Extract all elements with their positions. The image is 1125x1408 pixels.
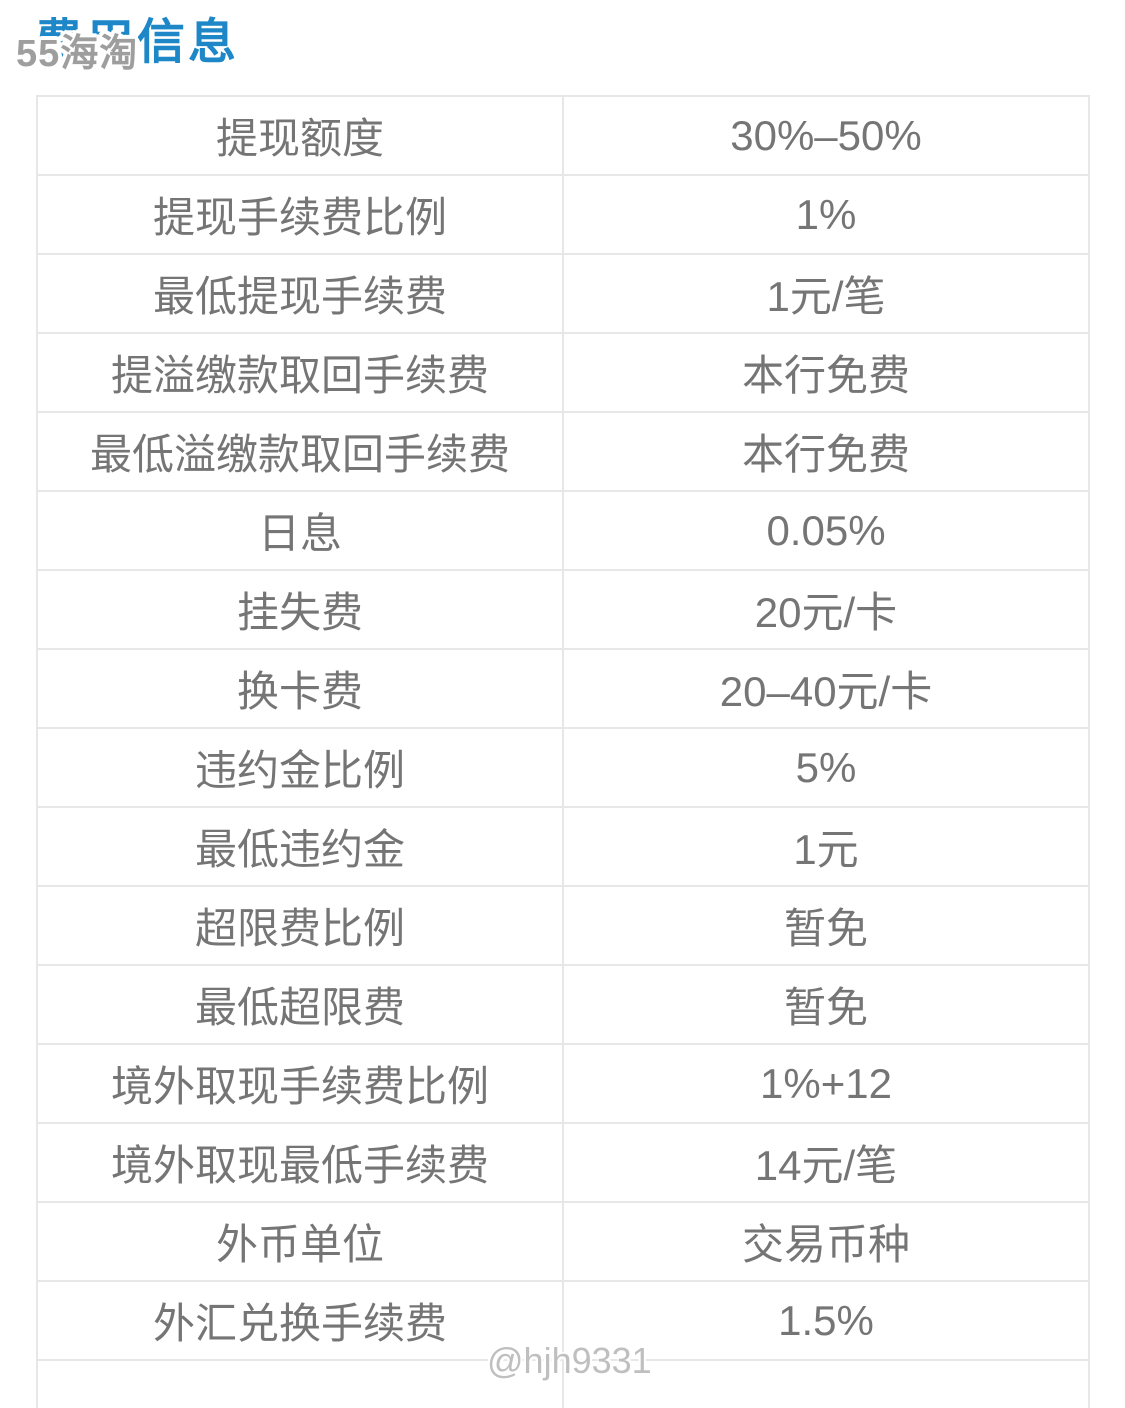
fee-table-row: 境外取现最低手续费 14元/笔 bbox=[36, 1122, 1090, 1203]
fee-label: 提溢缴款取回手续费 bbox=[36, 332, 564, 413]
fee-value: 20元/卡 bbox=[562, 569, 1090, 650]
fee-value: 1% bbox=[562, 174, 1090, 255]
fee-table-row: 违约金比例 5% bbox=[36, 727, 1090, 808]
fee-label: 日息 bbox=[36, 490, 564, 571]
fee-table-row: 最低溢缴款取回手续费 本行免费 bbox=[36, 411, 1090, 492]
fee-table-row: 提现额度 30%–50% bbox=[36, 95, 1090, 176]
fee-label: 提现额度 bbox=[36, 95, 564, 176]
fee-value: 5% bbox=[562, 727, 1090, 808]
fee-label: 提现手续费比例 bbox=[36, 174, 564, 255]
page-title: 费用信息 bbox=[35, 16, 240, 69]
watermark-55haitao: 55海淘 bbox=[16, 33, 139, 75]
fee-value: 20–40元/卡 bbox=[562, 648, 1090, 729]
fee-label: 外汇兑换手续费 bbox=[36, 1280, 564, 1361]
fee-table-row: 最低超限费 暂免 bbox=[36, 964, 1090, 1045]
fee-table-row: 超限费比例 暂免 bbox=[36, 885, 1090, 966]
fee-label: 最低溢缴款取回手续费 bbox=[36, 411, 564, 492]
fee-label: 境外取现手续费比例 bbox=[36, 1043, 564, 1124]
fee-table-row: 提现手续费比例 1% bbox=[36, 174, 1090, 255]
fee-label: 最低提现手续费 bbox=[36, 253, 564, 334]
fee-value: 1.5% bbox=[562, 1280, 1090, 1361]
fee-value: 0.05% bbox=[562, 490, 1090, 571]
watermark-hjh9331: @hjh9331 bbox=[487, 1340, 652, 1381]
fee-label: 外币单位 bbox=[36, 1201, 564, 1282]
fee-label: 最低违约金 bbox=[36, 806, 564, 887]
fee-label bbox=[36, 1359, 564, 1408]
fee-label: 挂失费 bbox=[36, 569, 564, 650]
fee-table-body: 提现额度 30%–50% 提现手续费比例 1% 最低提现手续费 1元/笔 提溢缴款取回手续费… bbox=[36, 95, 1090, 1408]
fee-table-row: 外币单位 交易币种 bbox=[36, 1201, 1090, 1282]
fee-label: 换卡费 bbox=[36, 648, 564, 729]
fee-value: 14元/笔 bbox=[562, 1122, 1090, 1203]
fee-table-row: 日息 0.05% bbox=[36, 490, 1090, 571]
fee-value: 暂免 bbox=[562, 885, 1090, 966]
fee-label: 违约金比例 bbox=[36, 727, 564, 808]
fee-value: 交易币种 bbox=[562, 1201, 1090, 1282]
fee-value bbox=[562, 1359, 1090, 1408]
fee-table-row: 境外取现手续费比例 1%+12 bbox=[36, 1043, 1090, 1124]
fee-value: 本行免费 bbox=[562, 411, 1090, 492]
fee-table-row: 换卡费 20–40元/卡 bbox=[36, 648, 1090, 729]
fee-table-row: 挂失费 20元/卡 bbox=[36, 569, 1090, 650]
fee-table-row: 最低提现手续费 1元/笔 bbox=[36, 253, 1090, 334]
fee-value: 1元/笔 bbox=[562, 253, 1090, 334]
fee-value: 1%+12 bbox=[562, 1043, 1090, 1124]
fee-label: 境外取现最低手续费 bbox=[36, 1122, 564, 1203]
fee-value: 本行免费 bbox=[562, 332, 1090, 413]
fee-table-row-partial bbox=[36, 1359, 1090, 1408]
fee-table-row: 提溢缴款取回手续费 本行免费 bbox=[36, 332, 1090, 413]
fee-info-table: 提现额度 30%–50% 提现手续费比例 1% 最低提现手续费 1元/笔 提溢缴款取回手续费… bbox=[36, 95, 1090, 1408]
fee-value: 1元 bbox=[562, 806, 1090, 887]
fee-label: 超限费比例 bbox=[36, 885, 564, 966]
fee-table-row: 外汇兑换手续费 1.5% bbox=[36, 1280, 1090, 1361]
fee-table-row: 最低违约金 1元 bbox=[36, 806, 1090, 887]
fee-value: 30%–50% bbox=[562, 95, 1090, 176]
fee-value: 暂免 bbox=[562, 964, 1090, 1045]
fee-label: 最低超限费 bbox=[36, 964, 564, 1045]
